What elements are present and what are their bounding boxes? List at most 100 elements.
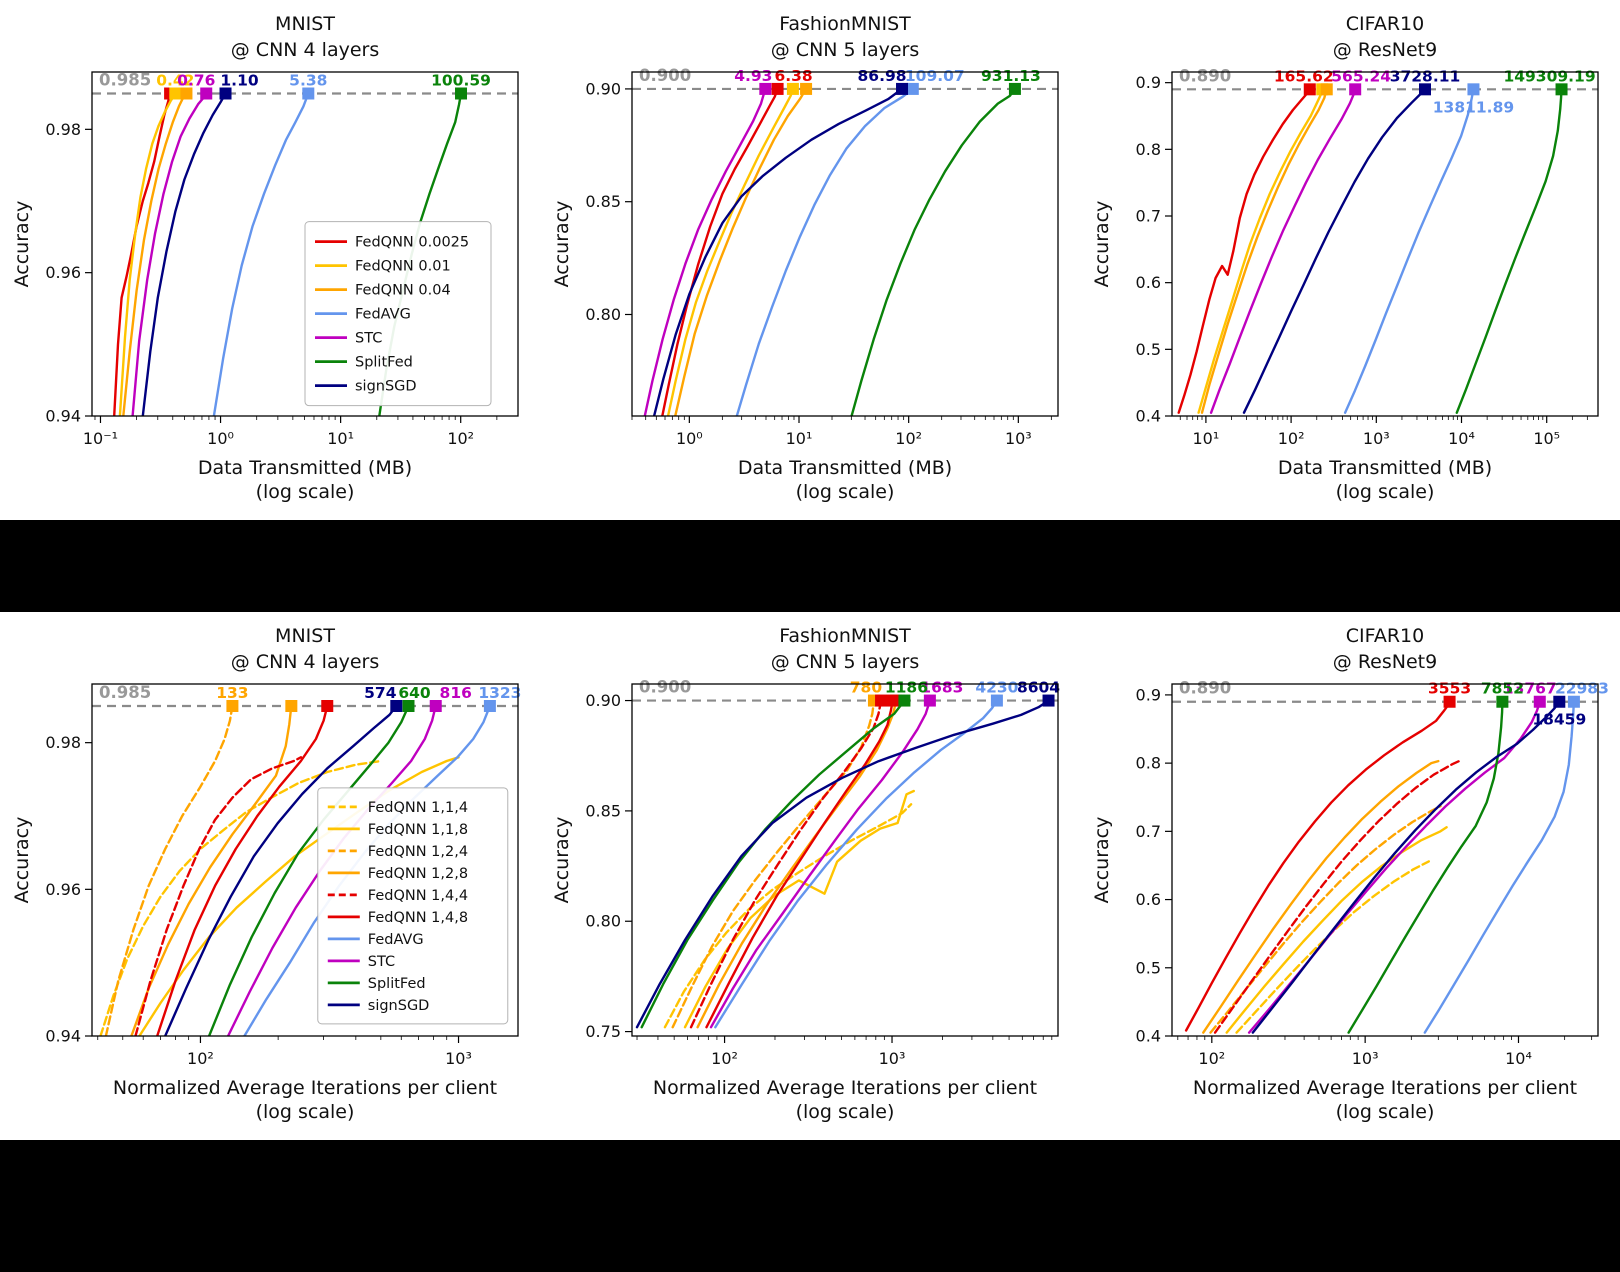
y-tick-label: 0.9 xyxy=(1136,685,1161,704)
end-value-label-fedavg: 4230 xyxy=(975,679,1018,697)
series-line-fedqnn-0-04 xyxy=(1200,88,1328,414)
series-group xyxy=(113,92,463,416)
end-marker-fedqnn-0-0025 xyxy=(1303,83,1316,96)
x-tick-label: 10² xyxy=(895,429,922,448)
end-marker-fedavg xyxy=(1567,695,1580,708)
legend-label-stc: STC xyxy=(368,954,395,970)
legend-label-fedavg: FedAVG xyxy=(368,932,424,948)
series-line-fedqnn-1-2-4 xyxy=(1209,804,1442,1034)
series-line-fedqnn-1-2-8 xyxy=(1202,759,1440,1034)
legend-label-fedqnn-1-1-8: FedQNN 1,1,8 xyxy=(368,822,468,838)
y-tick-label: 0.5 xyxy=(1136,340,1161,359)
legend-label-fedqnn-1-1-4: FedQNN 1,1,4 xyxy=(368,800,468,816)
x-tick-label: 10² xyxy=(1278,429,1305,448)
end-marker-fedqnn-1-2-4 xyxy=(226,700,239,712)
end-value-label-fedqnn-0-0025: 6.38 xyxy=(774,67,812,85)
end-marker-signsgd xyxy=(1042,694,1055,707)
x-tick-label: 10² xyxy=(711,1049,738,1068)
series-line-fedqnn-1-4-8 xyxy=(1184,700,1451,1032)
x-tick-label: 10⁴ xyxy=(1448,429,1475,448)
chart-mnist-data-transmitted: MNIST @ CNN 4 layers 10⁻¹ 10⁰ 10¹ 10² 0.94 0.96… xyxy=(0,0,540,520)
end-value-label-fedqnn-1-2-4: 133 xyxy=(216,684,248,702)
plot-border xyxy=(631,71,1059,417)
end-value-label-signsgd: 3728.11 xyxy=(1390,67,1461,85)
legend-label-signsgd: signSGD xyxy=(368,998,430,1014)
y-tick-label: 0.4 xyxy=(1136,1027,1161,1046)
chart-cifar10-data-transmitted: CIFAR10 @ ResNet9 10¹ 10² 10³ 10⁴ 10⁵ 0.4 0.5 0.6… xyxy=(1080,0,1620,520)
x-tick-label: 10³ xyxy=(1005,429,1032,448)
end-value-label-splitfed: 7852 xyxy=(1481,680,1524,698)
mnist-iter-svg: MNIST @ CNN 4 layers 10² 10³ 0.94 0.96 0.98 Acc… xyxy=(11,625,521,1123)
series-line-signsgd xyxy=(164,704,398,1036)
chart-subtitle: @ CNN 5 layers xyxy=(771,39,919,61)
end-marker-splitfed xyxy=(1008,82,1021,95)
series-line-fedqnn-1-2-8 xyxy=(130,704,293,1036)
threshold-label: 0.900 xyxy=(639,678,691,697)
threshold-label: 0.985 xyxy=(99,71,151,90)
series-line-fedavg xyxy=(714,699,999,1029)
y-tick-label: 0.8 xyxy=(1136,140,1161,159)
end-value-label-splitfed: 149309.19 xyxy=(1503,67,1595,85)
series-line-fedqnn-1-4-4 xyxy=(1213,759,1461,1034)
legend-label-fedqnn-1-4-4: FedQNN 1,4,4 xyxy=(368,888,468,904)
series-line-fedqnn-1-4-8 xyxy=(705,699,894,1029)
series-group xyxy=(1177,88,1563,414)
series-line-fedqnn-1-1-8 xyxy=(138,756,460,1036)
series-line-fedqnn-1-2-4 xyxy=(671,699,876,1029)
legend-label-fedqnn-1-2-8: FedQNN 1,2,8 xyxy=(368,866,468,882)
legend-label-splitfed: SplitFed xyxy=(368,976,426,992)
legend-label-fedqnn-0-01: FedQNN 0.01 xyxy=(355,259,451,275)
y-axis-label: Accuracy xyxy=(1091,201,1113,288)
series-line-stc xyxy=(643,87,767,416)
series-line-signsgd xyxy=(652,87,904,416)
end-value-label-stc: 565.24 xyxy=(1331,67,1391,85)
mnist-data-svg: MNIST @ CNN 4 layers 10⁻¹ 10⁰ 10¹ 10² 0.94 0.96… xyxy=(11,13,519,503)
plot-border xyxy=(1171,683,1599,1037)
y-tick-label: 0.75 xyxy=(585,1022,621,1041)
y-tick-label: 0.80 xyxy=(585,305,621,324)
fashion-data-svg: FashionMNIST @ CNN 5 layers 10⁰ 10¹ 10² 10³ 0.… xyxy=(551,13,1059,503)
end-marker-fedqnn-0-04 xyxy=(180,87,193,100)
black-band-middle xyxy=(0,520,1620,612)
y-tick-label: 0.7 xyxy=(1136,207,1161,226)
x-axis-label-2: (log scale) xyxy=(256,1101,355,1123)
end-marker-stc xyxy=(200,87,213,100)
end-value-label-splitfed: 640 xyxy=(398,684,431,702)
y-axis-label: Accuracy xyxy=(551,817,573,904)
threshold-label: 0.890 xyxy=(1179,66,1231,85)
y-axis-label: Accuracy xyxy=(11,201,33,288)
series-line-stc xyxy=(1209,88,1357,414)
x-tick-label: 10³ xyxy=(1352,1049,1379,1068)
end-value-label-signsgd: 86.98 xyxy=(858,67,907,85)
x-tick-label: 10³ xyxy=(1363,429,1390,448)
x-axis-label-2: (log scale) xyxy=(796,1101,895,1123)
x-tick-label: 10¹ xyxy=(327,429,354,448)
x-axis-label: Normalized Average Iterations per client xyxy=(113,1077,497,1099)
chart-title: MNIST xyxy=(275,625,335,647)
end-marker-fedqnn-0-01 xyxy=(786,82,799,95)
series-line-fedavg xyxy=(1343,88,1475,414)
end-marker-fedavg xyxy=(906,82,919,95)
black-band-bottom xyxy=(0,1140,1620,1272)
y-tick-label: 0.80 xyxy=(585,912,621,931)
y-tick-label: 0.8 xyxy=(1136,754,1161,773)
series-line-signsgd xyxy=(1251,700,1561,1034)
end-marker-fedavg xyxy=(483,700,496,712)
legend-label-fedqnn-1-2-4: FedQNN 1,2,4 xyxy=(368,844,468,860)
end-value-label-splitfed: 1186 xyxy=(885,679,928,697)
y-tick-label: 0.94 xyxy=(45,1027,81,1046)
end-marker-stc xyxy=(1533,695,1546,708)
end-marker-signsgd xyxy=(219,87,232,100)
end-value-label-fedavg: 13811.89 xyxy=(1433,98,1514,116)
x-axis-label: Data Transmitted (MB) xyxy=(198,457,412,479)
x-tick-label: 10⁰ xyxy=(207,429,234,448)
series-line-splitfed xyxy=(850,87,1017,416)
series-line-fedqnn-1-1-4 xyxy=(1235,860,1430,1034)
end-marker-fedqnn-1-2-8 xyxy=(285,700,298,712)
series-group xyxy=(99,704,492,1036)
series-line-signsgd xyxy=(141,92,227,416)
series-line-splitfed xyxy=(640,699,906,1029)
chart-subtitle: @ CNN 4 layers xyxy=(231,39,379,61)
legend-label-fedqnn-0-0025: FedQNN 0.0025 xyxy=(355,235,469,251)
